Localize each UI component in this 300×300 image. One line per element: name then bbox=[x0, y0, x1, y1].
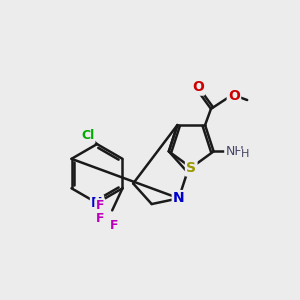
Text: N: N bbox=[91, 196, 103, 210]
Text: N: N bbox=[173, 191, 184, 205]
Text: F: F bbox=[110, 219, 118, 232]
Text: S: S bbox=[186, 161, 196, 175]
Text: Cl: Cl bbox=[81, 129, 94, 142]
Text: O: O bbox=[228, 89, 240, 103]
Text: O: O bbox=[192, 80, 204, 94]
Text: H: H bbox=[241, 149, 249, 159]
Text: F: F bbox=[96, 212, 104, 225]
Text: NH: NH bbox=[225, 145, 244, 158]
Text: F: F bbox=[96, 200, 104, 212]
